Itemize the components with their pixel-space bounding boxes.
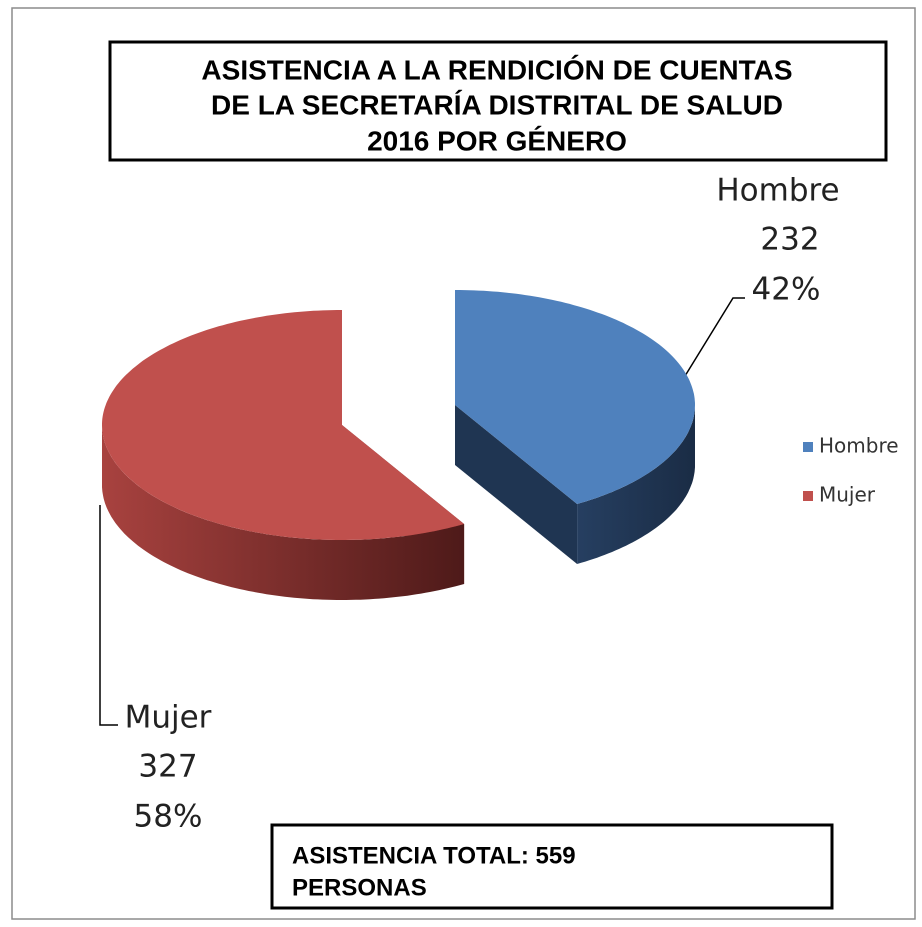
data-label: 58% <box>134 799 203 835</box>
data-label: Hombre <box>716 173 839 209</box>
leader-line <box>99 505 118 726</box>
annotation: ASISTENCIA TOTAL: 559 <box>292 842 576 869</box>
slice <box>102 310 465 540</box>
legend-swatch <box>803 491 813 501</box>
data-label: 42% <box>752 272 821 308</box>
slice-side <box>577 405 695 564</box>
slice-side <box>102 425 465 600</box>
data-label: 232 <box>760 222 819 258</box>
leader-line <box>684 297 745 377</box>
annotation: PERSONAS <box>292 874 427 901</box>
data-label: Mujer <box>125 700 212 736</box>
chart-title: DE LA SECRETARÍA DISTRITAL DE SALUD <box>211 89 783 120</box>
slice-side <box>455 405 578 564</box>
legend-label: Hombre <box>819 434 899 458</box>
annotation-box <box>270 823 834 910</box>
data-label: 327 <box>138 749 197 785</box>
chart-title: 2016 POR GÉNERO <box>367 125 627 156</box>
title-box <box>108 40 888 162</box>
legend-label: Mujer <box>819 483 876 507</box>
legend-swatch <box>803 442 813 452</box>
slice <box>455 290 695 504</box>
chart-title: ASISTENCIA A LA RENDICIÓN DE CUENTAS <box>201 54 792 85</box>
